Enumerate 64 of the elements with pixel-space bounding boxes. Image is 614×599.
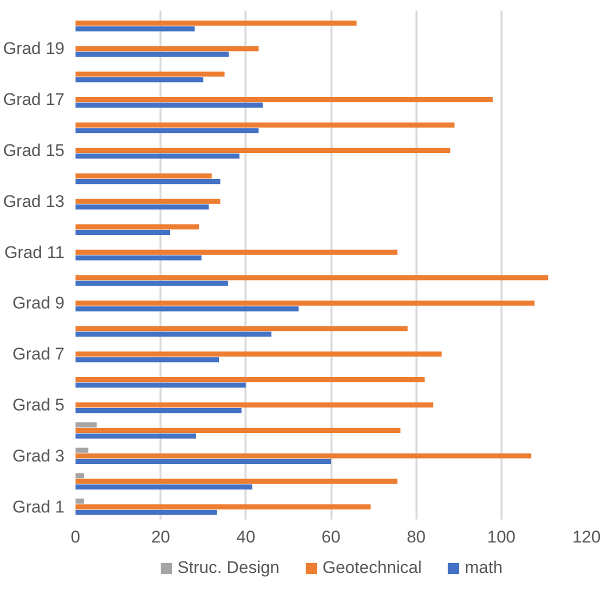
bar: [76, 178, 220, 184]
bar: [76, 473, 84, 478]
bar: [76, 26, 195, 32]
bar: [76, 46, 259, 52]
y-tick-label: Grad 7: [12, 344, 65, 364]
bar: [76, 498, 84, 504]
bar: [76, 357, 220, 362]
x-tick-label: 0: [70, 528, 80, 546]
bar: [76, 376, 425, 382]
y-tick-label: Grad 1: [12, 497, 65, 516]
bar: [76, 448, 88, 453]
x-tick-label: 40: [236, 528, 256, 546]
bar: [76, 478, 398, 484]
bar: [76, 122, 454, 128]
bar: [76, 52, 229, 57]
y-tick-label: Grad 9: [12, 294, 65, 313]
bar: [76, 148, 450, 154]
bar: [76, 173, 212, 178]
bar: [76, 230, 170, 235]
bar: [76, 255, 202, 260]
bar: [76, 422, 97, 428]
x-tick-label: 20: [151, 528, 170, 546]
bar: [76, 484, 252, 490]
y-tick-label: Grad 5: [12, 395, 65, 414]
bar: [76, 97, 493, 102]
bar: [76, 458, 331, 464]
bar: [76, 128, 259, 134]
x-tick-label: 60: [322, 528, 340, 546]
bar: [76, 280, 228, 286]
bar: [76, 352, 442, 357]
bar: [76, 275, 548, 280]
bar: [76, 408, 242, 414]
legend-label: Struc. Design: [177, 558, 280, 578]
x-tick-label: 120: [572, 528, 601, 546]
x-tick-label: 80: [406, 528, 426, 546]
bar: [76, 224, 199, 230]
legend-label: Geotechnical: [322, 558, 422, 578]
y-tick-label: Grad 3: [12, 446, 65, 466]
bar: [76, 300, 535, 306]
y-tick-label: Grad 15: [3, 140, 65, 160]
bar: [76, 306, 299, 312]
y-tick-label: Grad 11: [4, 242, 65, 262]
bar: [76, 504, 371, 510]
bar: [76, 326, 408, 332]
bar: [76, 102, 263, 108]
bar: [76, 382, 246, 388]
bar: [76, 402, 434, 408]
bar: [76, 77, 204, 82]
y-tick-label: Grad 19: [3, 39, 65, 58]
bar: [76, 453, 532, 458]
bar: [76, 332, 272, 337]
legend-label: math: [464, 558, 503, 578]
bar: [76, 154, 240, 159]
y-tick-label: Grad 17: [3, 90, 65, 110]
bar: [76, 198, 220, 204]
bar: [76, 250, 398, 255]
bar: [76, 510, 217, 515]
y-tick-label: Grad 13: [3, 192, 65, 211]
bar: [76, 204, 209, 210]
bar: [76, 20, 357, 26]
bar: [76, 428, 400, 433]
bar: [76, 433, 196, 439]
x-tick-label: 100: [487, 528, 516, 546]
bar: [76, 72, 225, 77]
